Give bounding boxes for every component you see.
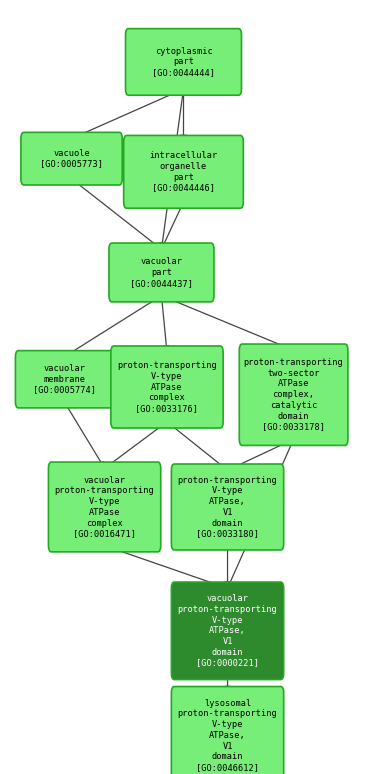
- Text: cytoplasmic
part
[GO:0044444]: cytoplasmic part [GO:0044444]: [152, 46, 215, 77]
- Text: lysosomal
proton-transporting
V-type
ATPase,
V1
domain
[GO:0046612]: lysosomal proton-transporting V-type ATP…: [178, 699, 277, 772]
- Text: proton-transporting
V-type
ATPase
complex
[GO:0033176]: proton-transporting V-type ATPase comple…: [117, 361, 217, 413]
- FancyBboxPatch shape: [239, 344, 348, 446]
- FancyBboxPatch shape: [171, 582, 284, 680]
- Text: intracellular
organelle
part
[GO:0044446]: intracellular organelle part [GO:0044446…: [149, 151, 218, 193]
- Text: proton-transporting
V-type
ATPase,
V1
domain
[GO:0033180]: proton-transporting V-type ATPase, V1 do…: [178, 475, 277, 539]
- Text: vacuolar
proton-transporting
V-type
ATPase,
V1
domain
[GO:0000221]: vacuolar proton-transporting V-type ATPa…: [178, 594, 277, 667]
- FancyBboxPatch shape: [111, 346, 223, 428]
- FancyBboxPatch shape: [126, 29, 241, 95]
- Text: vacuolar
membrane
[GO:0005774]: vacuolar membrane [GO:0005774]: [33, 364, 96, 395]
- Text: vacuolar
proton-transporting
V-type
ATPase
complex
[GO:0016471]: vacuolar proton-transporting V-type ATPa…: [55, 475, 155, 539]
- FancyBboxPatch shape: [124, 135, 243, 208]
- Text: vacuolar
part
[GO:0044437]: vacuolar part [GO:0044437]: [130, 257, 193, 288]
- FancyBboxPatch shape: [15, 351, 113, 408]
- FancyBboxPatch shape: [48, 462, 161, 552]
- FancyBboxPatch shape: [171, 464, 284, 550]
- Text: proton-transporting
two-sector
ATPase
complex,
catalytic
domain
[GO:0033178]: proton-transporting two-sector ATPase co…: [244, 358, 344, 431]
- FancyBboxPatch shape: [21, 132, 122, 185]
- Text: vacuole
[GO:0005773]: vacuole [GO:0005773]: [40, 149, 103, 169]
- FancyBboxPatch shape: [109, 243, 214, 302]
- FancyBboxPatch shape: [171, 687, 284, 774]
